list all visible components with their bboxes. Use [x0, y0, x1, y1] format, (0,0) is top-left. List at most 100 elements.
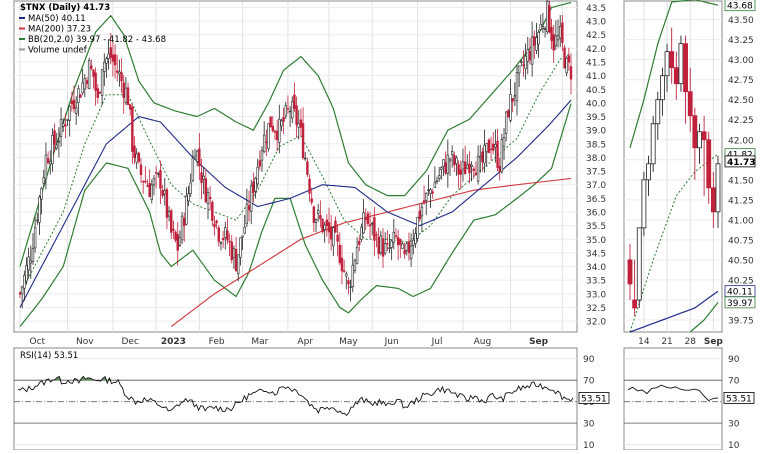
- zoom-candle-body: [660, 75, 665, 101]
- y-tick-label: 38.0: [586, 154, 606, 164]
- zoom-candle-body: [669, 51, 675, 69]
- zoom-candle-body: [636, 227, 642, 301]
- candle-body: [258, 160, 262, 167]
- candle-body: [260, 149, 264, 161]
- candle-body: [351, 264, 354, 287]
- candle-body: [481, 151, 484, 163]
- zoom-rsi-tick-label: 90: [728, 355, 740, 365]
- zoom-rsi-current-label: 53.51: [726, 394, 752, 404]
- zoom-candle-body: [706, 139, 712, 189]
- y-tick-label: 36.0: [586, 209, 606, 219]
- y-tick-label: 37.5: [586, 168, 606, 178]
- candle-body: [288, 110, 292, 113]
- candle-body: [215, 220, 218, 224]
- candle-body: [323, 224, 326, 231]
- candle-body: [437, 175, 441, 179]
- candle-body: [461, 161, 465, 170]
- main-plot-frame: [13, 0, 578, 333]
- candle-body: [170, 210, 173, 233]
- candle-body: [27, 256, 30, 271]
- candle-body: [418, 210, 421, 220]
- candle-body: [36, 219, 39, 222]
- candle-body: [381, 238, 385, 257]
- candle-body: [291, 101, 294, 119]
- candle-body: [172, 228, 175, 231]
- zoom-candle-body: [664, 51, 670, 77]
- candle-body: [200, 172, 203, 183]
- y-tick-label: 39.5: [586, 113, 606, 123]
- candle-body: [185, 195, 188, 225]
- candle-body: [202, 175, 205, 180]
- candle-body: [368, 224, 372, 227]
- candle-body: [466, 164, 469, 169]
- candle-body: [94, 72, 97, 91]
- candle-body: [492, 143, 495, 151]
- zoom-rsi-panel: 90 70 30 10 53.51: [623, 347, 755, 451]
- candle-body: [83, 78, 87, 90]
- zoom-y-tick-label: 39.75: [728, 316, 754, 326]
- candle-body: [440, 167, 443, 170]
- candle-body: [167, 211, 171, 217]
- candle-body: [90, 65, 93, 69]
- zoom-rsi-tick-label: 10: [728, 441, 740, 450]
- candle-body: [33, 227, 37, 249]
- candle-body: [103, 61, 106, 72]
- rsi-current-box: [578, 392, 610, 404]
- candle-body: [193, 155, 197, 159]
- zoom-candle-body: [655, 99, 661, 125]
- candle-body: [55, 144, 58, 149]
- candle-body: [107, 53, 110, 59]
- candle-body: [319, 214, 322, 220]
- zoom-y-tick-label: 42.00: [728, 136, 754, 146]
- candle-body: [208, 196, 212, 200]
- candle-body: [46, 158, 50, 164]
- y-tick-label: 40.5: [586, 86, 606, 96]
- candle-body: [561, 22, 564, 43]
- x-tick-label: Dec: [121, 337, 138, 347]
- candle-body: [403, 250, 406, 255]
- y-tick-label: 40.0: [586, 99, 606, 109]
- zoom-candle-body: [687, 91, 693, 117]
- candle-body: [282, 116, 285, 122]
- candle-body: [373, 217, 376, 241]
- candle-body: [316, 210, 320, 214]
- candle-body: [224, 227, 227, 238]
- zoom-y-tick-label: 41.50: [728, 176, 754, 186]
- candle-body: [383, 243, 387, 254]
- candle-body: [109, 47, 112, 58]
- zoom-candle-body: [646, 163, 651, 181]
- candle-body: [325, 219, 329, 227]
- price-marker-label: 40.11: [727, 288, 753, 298]
- candle-body: [409, 245, 413, 260]
- zoom-price-panel: 43.68 43.50 43.25 43.00 42.75 42.50 42.25 42.00…: [623, 0, 755, 347]
- candle-body: [195, 150, 199, 162]
- candle-body: [459, 169, 462, 175]
- candle-body: [431, 191, 434, 194]
- candle-body: [494, 144, 497, 148]
- candle-body: [453, 154, 456, 166]
- candle-body: [163, 190, 166, 195]
- candle-body: [269, 116, 272, 128]
- candle-body: [230, 241, 233, 261]
- candle-body: [18, 292, 22, 295]
- x-tick-label: Oct: [30, 337, 46, 347]
- candle-body: [180, 215, 184, 241]
- candle-body: [133, 145, 136, 158]
- candle-body: [129, 104, 132, 110]
- candle-body: [450, 151, 454, 156]
- candle-body: [66, 119, 69, 121]
- candle-body: [70, 100, 74, 105]
- candle-body: [342, 270, 346, 272]
- candle-body: [321, 218, 324, 233]
- main-price-panel: 43.5 43.0 42.5 42.0 41.5 41.0 40.5 40.0 39.5 39.0…: [13, 0, 606, 347]
- candle-body: [345, 273, 348, 277]
- zoom-candle-body: [715, 163, 721, 213]
- candle-body: [189, 182, 192, 194]
- zoom-bb-upper-line: [629, 0, 719, 148]
- candle-body: [390, 240, 393, 248]
- bb-lower-line: [19, 103, 572, 327]
- candle-body: [79, 94, 82, 98]
- candle-body: [463, 161, 467, 175]
